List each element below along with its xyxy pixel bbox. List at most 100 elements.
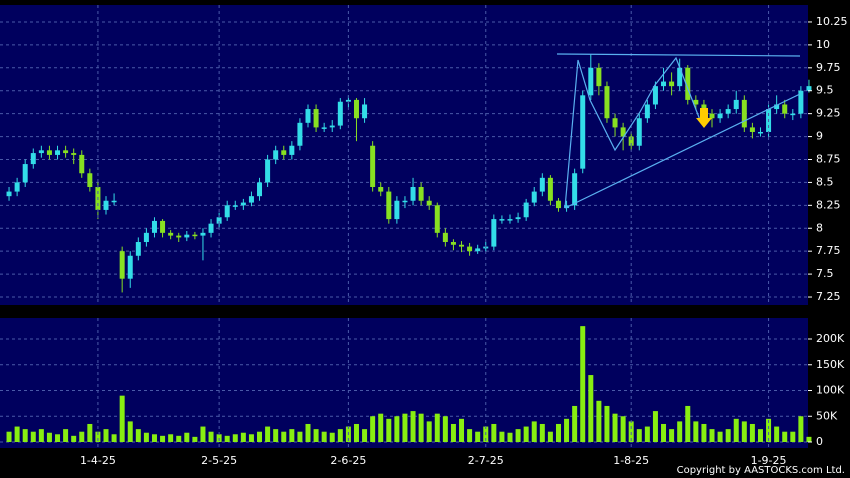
candle-body	[741, 99, 747, 128]
candle-body	[22, 164, 28, 183]
volume-bar	[725, 429, 731, 443]
y-tick-label: 200K	[816, 332, 845, 345]
resistance-line	[556, 53, 801, 57]
volume-bar	[564, 418, 570, 443]
volume-bar	[588, 375, 594, 443]
candle-body	[709, 113, 715, 119]
y-tick-label: 10.25	[816, 15, 848, 28]
candle-body	[143, 232, 149, 243]
volume-bar	[580, 326, 586, 443]
volume-bar	[184, 432, 190, 443]
y-tick-label: 100K	[816, 384, 845, 397]
volume-bar	[232, 434, 238, 443]
candle-body	[208, 223, 214, 233]
volume-bar	[661, 423, 667, 443]
volume-bar	[766, 418, 772, 443]
volume-bar	[669, 429, 675, 443]
candle-body	[539, 177, 545, 192]
y-tick-label: 8	[816, 221, 823, 234]
candle-body	[386, 191, 392, 220]
candle-body	[661, 81, 667, 87]
x-tick-label: 1-4-25	[80, 454, 116, 467]
volume-bar	[79, 431, 85, 443]
volume-bar	[636, 429, 642, 443]
candle-body	[604, 86, 610, 119]
candle-body	[507, 219, 513, 221]
candle-body	[353, 99, 359, 119]
candle-body	[111, 200, 117, 203]
candle-body	[313, 109, 319, 128]
volume-bar	[281, 431, 287, 443]
volume-bar	[749, 423, 755, 443]
volume-bar	[572, 405, 578, 443]
volume-bar	[46, 432, 52, 443]
candle-body	[636, 118, 642, 146]
candle-body	[14, 182, 20, 192]
volume-bar	[103, 429, 109, 443]
candle-body	[798, 90, 804, 114]
volume-bar	[604, 405, 610, 443]
x-tick-label: 2-7-25	[468, 454, 504, 467]
volume-bar	[160, 435, 166, 443]
candle-body	[677, 67, 683, 87]
volume-bar	[55, 434, 61, 443]
candle-body	[693, 99, 699, 105]
volume-bar	[701, 423, 707, 443]
candle-body	[402, 200, 408, 203]
volume-bar	[135, 429, 141, 443]
volume-bar	[677, 421, 683, 443]
candle-body	[644, 104, 650, 119]
candle-body	[232, 205, 238, 207]
volume-bar	[176, 435, 182, 443]
candle-body	[345, 99, 351, 102]
volume-bar	[386, 418, 392, 443]
candle-body	[297, 122, 303, 146]
volume-bar	[782, 431, 788, 443]
volume-bar	[95, 431, 101, 443]
y-tick-label: 9	[816, 130, 823, 143]
candle-body	[184, 234, 190, 238]
candle-body	[135, 242, 141, 256]
candle-body	[418, 186, 424, 201]
volume-bar	[515, 429, 521, 443]
y-tick-label: 7.5	[816, 267, 834, 280]
candle-body	[450, 242, 456, 245]
y-tick-label: 0	[816, 435, 823, 448]
candle-body	[200, 232, 206, 236]
candle-body	[394, 200, 400, 220]
candle-body	[160, 220, 166, 233]
volume-bar	[370, 416, 376, 443]
x-tick-label: 1-9-25	[751, 454, 787, 467]
volume-bar	[127, 421, 133, 443]
volume-bar	[289, 429, 295, 443]
y-tick-label: 8.25	[816, 198, 841, 211]
volume-bar	[612, 413, 618, 443]
volume-bar	[442, 416, 448, 443]
volume-bar	[467, 429, 473, 443]
candle-body	[434, 205, 440, 233]
candle-body	[46, 150, 52, 155]
volume-bar	[539, 423, 545, 443]
y-tick-label: 9.75	[816, 61, 841, 74]
candle-body	[329, 125, 335, 128]
candle-body	[119, 251, 125, 279]
volume-bar	[774, 426, 780, 443]
candle-body	[289, 145, 295, 155]
volume-bar	[693, 421, 699, 443]
candle-body	[426, 200, 432, 206]
candle-body	[467, 246, 473, 252]
y-tick-label: 50K	[816, 409, 838, 422]
candle-body	[87, 173, 93, 187]
candle-body	[410, 186, 416, 201]
candle-body	[265, 159, 271, 183]
candle-body	[806, 86, 812, 91]
volume-layer	[0, 318, 812, 448]
candle-body	[151, 220, 157, 233]
candle-body	[596, 67, 602, 87]
candle-body	[257, 182, 263, 197]
candle-body	[216, 217, 222, 224]
y-tick-label: 10	[816, 38, 830, 51]
candle-body	[790, 113, 796, 116]
